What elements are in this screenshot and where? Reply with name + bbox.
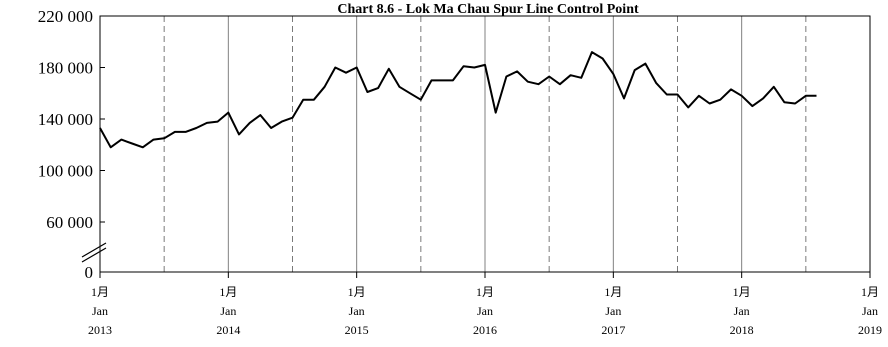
x-tick-label: 2016 (473, 323, 497, 337)
x-tick-label: 1月 (476, 285, 494, 299)
x-tick-label: Jan (862, 304, 878, 318)
x-tick-label: 2013 (88, 323, 112, 337)
x-tick-label: 1月 (348, 285, 366, 299)
x-tick-label: Jan (734, 304, 750, 318)
x-tick-label: 2019 (858, 323, 882, 337)
y-tick-label: 140 000 (38, 110, 93, 129)
x-tick-label: Jan (92, 304, 108, 318)
axis-break-mark (81, 242, 107, 263)
x-tick-label: Jan (349, 304, 365, 318)
x-tick-label: 1月 (219, 285, 237, 299)
y-tick-label: 220 000 (38, 7, 93, 26)
y-tick-label: 100 000 (38, 162, 93, 181)
x-tick-label: 2014 (216, 323, 240, 337)
x-tick-label: 1月 (861, 285, 879, 299)
chart-title: Chart 8.6 - Lok Ma Chau Spur Line Contro… (337, 2, 639, 17)
x-tick-label: 1月 (604, 285, 622, 299)
x-tick-label: Jan (220, 304, 236, 318)
y-tick-label: 0 (85, 263, 94, 282)
x-tick-label: 2017 (601, 323, 625, 337)
x-tick-label: 2018 (730, 323, 754, 337)
series-line (99, 51, 817, 149)
y-tick-label: 180 000 (38, 59, 93, 78)
x-tick-label: Jan (605, 304, 621, 318)
x-tick-label: 1月 (91, 285, 109, 299)
x-tick-label: 1月 (733, 285, 751, 299)
x-tick-label: 2015 (345, 323, 369, 337)
x-tick-label: Jan (477, 304, 493, 318)
y-tick-label: 60 000 (46, 213, 93, 232)
